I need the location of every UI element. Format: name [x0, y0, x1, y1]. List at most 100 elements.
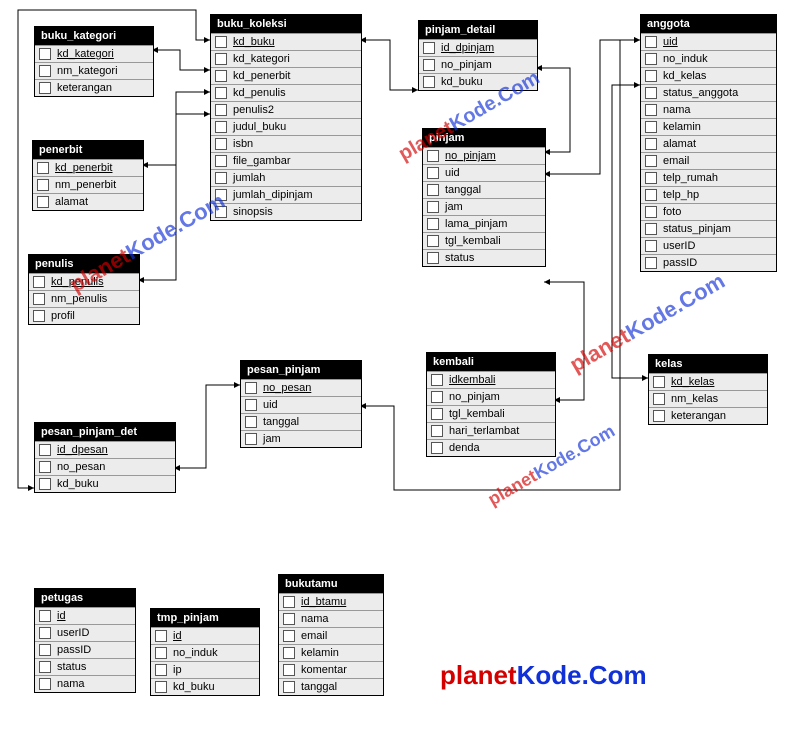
column-row: keterangan — [35, 79, 153, 96]
column-row: id — [35, 607, 135, 624]
column-name: passID — [663, 257, 697, 269]
checkbox-icon — [37, 179, 49, 191]
checkbox-icon — [215, 155, 227, 167]
checkbox-icon — [427, 218, 439, 230]
column-row: foto — [641, 203, 776, 220]
table-header: buku_kategori — [35, 27, 153, 45]
column-row: id_btamu — [279, 593, 383, 610]
column-name: id — [173, 630, 182, 642]
column-name: nm_penulis — [51, 293, 107, 305]
column-name: passID — [57, 644, 91, 656]
column-row: userID — [641, 237, 776, 254]
relationship-edge — [138, 114, 210, 280]
column-row: no_pesan — [241, 379, 361, 396]
column-name: profil — [51, 310, 75, 322]
column-name: tanggal — [263, 416, 299, 428]
checkbox-icon — [155, 630, 167, 642]
column-row: passID — [641, 254, 776, 271]
column-name: tanggal — [301, 681, 337, 693]
table-header: petugas — [35, 589, 135, 607]
column-name: uid — [445, 167, 460, 179]
table-header: penerbit — [33, 141, 143, 159]
checkbox-icon — [427, 201, 439, 213]
checkbox-icon — [645, 155, 657, 167]
table-tmp_pinjam: tmp_pinjamidno_indukipkd_buku — [150, 608, 260, 696]
checkbox-icon — [645, 257, 657, 269]
column-name: kd_buku — [441, 76, 483, 88]
column-row: no_pinjam — [419, 56, 537, 73]
table-anggota: anggotauidno_indukkd_kelasstatus_anggota… — [640, 14, 777, 272]
column-row: file_gambar — [211, 152, 361, 169]
column-name: uid — [263, 399, 278, 411]
column-name: kd_kelas — [671, 376, 714, 388]
checkbox-icon — [645, 206, 657, 218]
checkbox-icon — [283, 681, 295, 693]
checkbox-icon — [215, 121, 227, 133]
column-row: status — [423, 249, 545, 266]
checkbox-icon — [155, 647, 167, 659]
column-row: ip — [151, 661, 259, 678]
table-header: pesan_pinjam_det — [35, 423, 175, 441]
column-row: jam — [241, 430, 361, 447]
column-name: kd_penerbit — [55, 162, 113, 174]
table-kelas: kelaskd_kelasnm_kelasketerangan — [648, 354, 768, 425]
column-name: sinopsis — [233, 206, 273, 218]
column-name: komentar — [301, 664, 347, 676]
column-name: kd_kategori — [233, 53, 290, 65]
checkbox-icon — [645, 70, 657, 82]
relationship-edge — [142, 92, 210, 165]
column-row: kd_buku — [419, 73, 537, 90]
relationship-edge — [152, 50, 210, 70]
column-name: jumlah — [233, 172, 265, 184]
column-name: nm_penerbit — [55, 179, 116, 191]
column-name: no_pinjam — [445, 150, 496, 162]
table-pesan_pinjam: pesan_pinjamno_pesanuidtanggaljam — [240, 360, 362, 448]
checkbox-icon — [155, 681, 167, 693]
checkbox-icon — [427, 252, 439, 264]
column-name: nama — [663, 104, 691, 116]
checkbox-icon — [431, 374, 443, 386]
checkbox-icon — [37, 162, 49, 174]
column-row: no_pinjam — [427, 388, 555, 405]
column-name: userID — [663, 240, 695, 252]
checkbox-icon — [645, 138, 657, 150]
column-name: no_pesan — [263, 382, 311, 394]
column-name: file_gambar — [233, 155, 290, 167]
column-row: denda — [427, 439, 555, 456]
column-name: kelamin — [663, 121, 701, 133]
checkbox-icon — [155, 664, 167, 676]
column-row: kelamin — [641, 118, 776, 135]
column-name: kd_penulis — [51, 276, 104, 288]
brand-part2: Kode.Com — [517, 660, 647, 690]
column-name: uid — [663, 36, 678, 48]
table-pesan_pinjam_det: pesan_pinjam_detid_dpesanno_pesankd_buku — [34, 422, 176, 493]
checkbox-icon — [283, 630, 295, 642]
table-header: penulis — [29, 255, 139, 273]
column-name: isbn — [233, 138, 253, 150]
column-row: kd_buku — [35, 475, 175, 492]
table-penulis: penulis kd_penulis nm_penulisprofil — [28, 254, 140, 325]
column-name: alamat — [663, 138, 696, 150]
column-name: tgl_kembali — [449, 408, 505, 420]
column-row: keterangan — [649, 407, 767, 424]
column-name: jam — [263, 433, 281, 445]
column-row: kd_buku — [151, 678, 259, 695]
checkbox-icon — [245, 433, 257, 445]
column-row: tanggal — [279, 678, 383, 695]
column-row: email — [279, 627, 383, 644]
column-name: tgl_kembali — [445, 235, 501, 247]
column-row: komentar — [279, 661, 383, 678]
column-row: nama — [641, 101, 776, 118]
column-row: kd_kategori — [211, 50, 361, 67]
table-pinjam: pinjamno_pinjamuidtanggaljamlama_pinjamt… — [422, 128, 546, 267]
table-header: kelas — [649, 355, 767, 373]
column-name: no_induk — [173, 647, 218, 659]
table-buku_kategori: buku_kategorikd_kategorinm_kategoriketer… — [34, 26, 154, 97]
table-kembali: kembaliidkembalino_pinjamtgl_kembalihari… — [426, 352, 556, 457]
table-penerbit: penerbitkd_penerbitnm_penerbitalamat — [32, 140, 144, 211]
column-row: telp_hp — [641, 186, 776, 203]
column-row: jam — [423, 198, 545, 215]
column-row: idkembali — [427, 371, 555, 388]
checkbox-icon — [39, 678, 51, 690]
checkbox-icon — [645, 53, 657, 65]
